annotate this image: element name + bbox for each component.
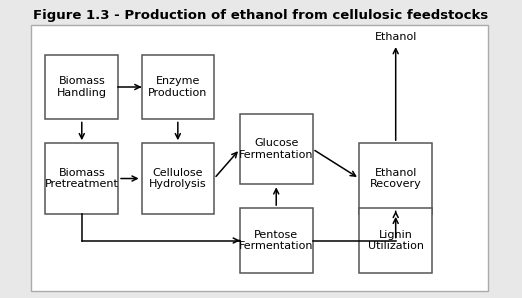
FancyBboxPatch shape bbox=[240, 208, 313, 273]
Text: Enzyme
Production: Enzyme Production bbox=[148, 76, 208, 98]
FancyBboxPatch shape bbox=[45, 143, 118, 214]
Text: Glucose
Fermentation: Glucose Fermentation bbox=[239, 138, 314, 160]
Text: Ethanol
Recovery: Ethanol Recovery bbox=[370, 168, 422, 189]
FancyBboxPatch shape bbox=[240, 114, 313, 184]
FancyBboxPatch shape bbox=[359, 208, 432, 273]
Text: Ethanol: Ethanol bbox=[374, 32, 417, 42]
FancyBboxPatch shape bbox=[31, 25, 488, 291]
Text: Figure 1.3 - Production of ethanol from cellulosic feedstocks: Figure 1.3 - Production of ethanol from … bbox=[33, 9, 489, 22]
FancyBboxPatch shape bbox=[141, 55, 214, 119]
Text: Pentose
Fermentation: Pentose Fermentation bbox=[239, 230, 314, 251]
FancyBboxPatch shape bbox=[359, 143, 432, 214]
Text: Lignin
Utilization: Lignin Utilization bbox=[367, 230, 424, 251]
Text: Biomass
Pretreatment: Biomass Pretreatment bbox=[45, 168, 118, 189]
FancyBboxPatch shape bbox=[141, 143, 214, 214]
Text: Biomass
Handling: Biomass Handling bbox=[57, 76, 107, 98]
FancyBboxPatch shape bbox=[45, 55, 118, 119]
Text: Cellulose
Hydrolysis: Cellulose Hydrolysis bbox=[149, 168, 207, 189]
